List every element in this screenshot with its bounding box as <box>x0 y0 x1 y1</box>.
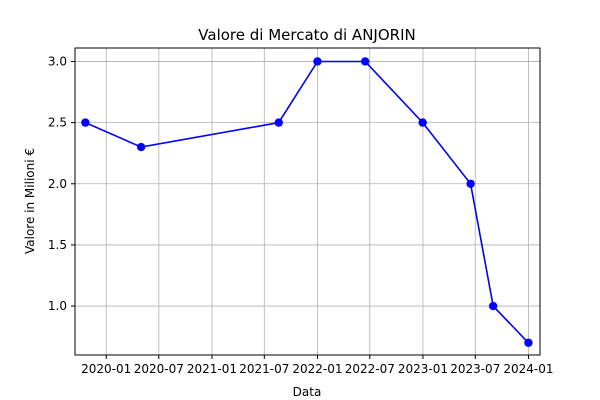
plot-frame <box>74 47 541 356</box>
x-tick-label: 2021-01 <box>187 362 237 376</box>
x-tick-label: 2024-01 <box>503 362 553 376</box>
x-tick-label: 2022-07 <box>345 362 395 376</box>
y-tick-label: 3.0 <box>48 54 67 68</box>
x-ticks: 2020-01 2020-07 2021-01 2021-07 2022-01 2022-… <box>81 355 554 376</box>
x-axis-label: Data <box>293 385 322 399</box>
y-tick-label: 2.0 <box>48 177 67 191</box>
data-point <box>466 179 475 188</box>
x-tick-label: 2023-01 <box>398 362 448 376</box>
y-tick-label: 2.5 <box>48 116 67 130</box>
y-axis-label: Valore in Milioni € <box>23 148 37 254</box>
x-tick-label: 2020-07 <box>134 362 184 376</box>
x-tick-label: 2022-01 <box>292 362 342 376</box>
grid-lines <box>75 48 540 355</box>
data-point <box>360 57 370 66</box>
x-tick-label: 2023-07 <box>450 362 500 376</box>
data-point <box>81 118 90 127</box>
data-point <box>313 57 322 66</box>
series-line <box>85 60 529 344</box>
y-tick-label: 1.0 <box>48 299 67 313</box>
data-point <box>274 118 283 127</box>
data-point <box>136 142 146 152</box>
data-point <box>418 118 427 127</box>
series-layer <box>81 57 533 347</box>
x-tick-label: 2020-01 <box>81 362 131 376</box>
x-tick-label: 2021-07 <box>239 362 289 376</box>
chart-title: Valore di Mercato di ANJORIN <box>198 26 415 44</box>
data-point <box>524 338 533 347</box>
y-ticks: 1.0 1.5 2.0 2.5 3.0 <box>48 54 75 313</box>
data-point <box>488 301 498 311</box>
y-tick-label: 1.5 <box>48 238 67 252</box>
